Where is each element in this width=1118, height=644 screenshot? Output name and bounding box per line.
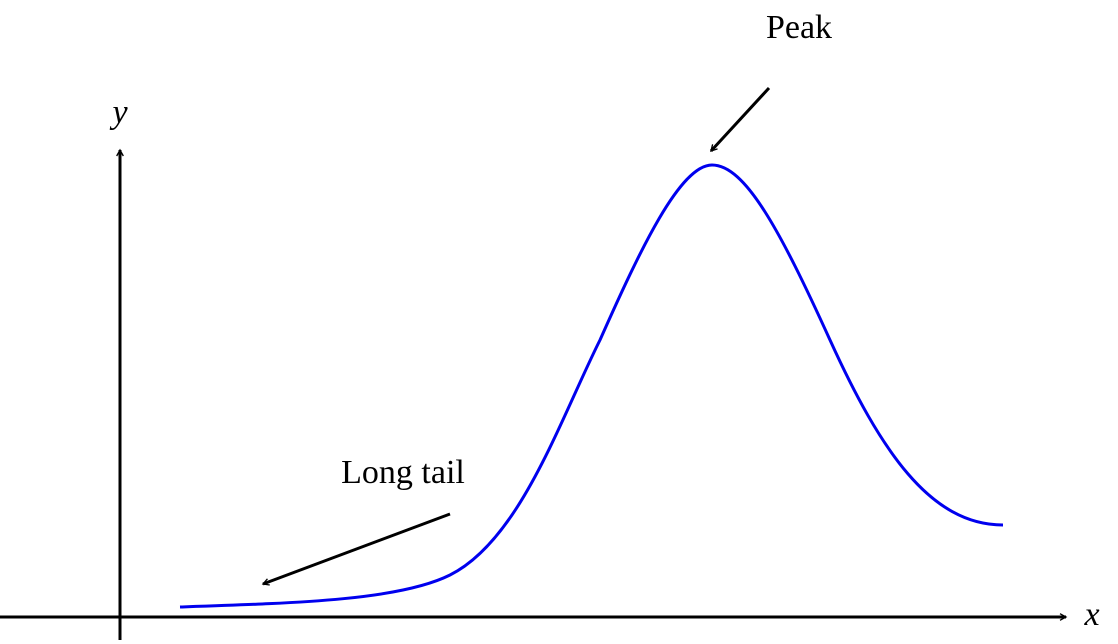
tail-arrow bbox=[263, 512, 451, 584]
peak-arrow bbox=[709, 86, 771, 153]
curve bbox=[179, 163, 1004, 609]
y-axis-label: y bbox=[109, 94, 128, 131]
x-axis-label: x bbox=[1083, 596, 1099, 633]
peak-label: Peak bbox=[766, 9, 832, 46]
tail-label: Long tail bbox=[341, 454, 465, 491]
